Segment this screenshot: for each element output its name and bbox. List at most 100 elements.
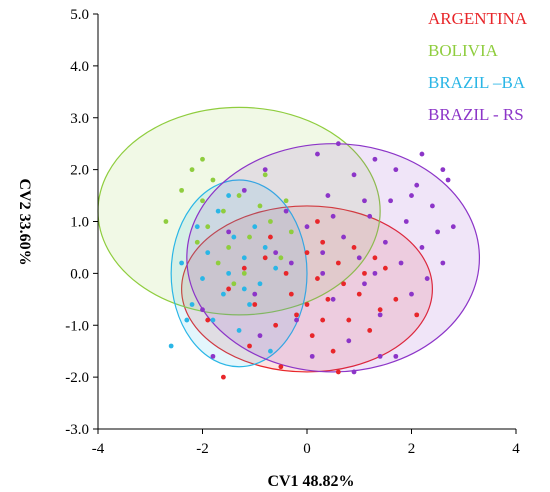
data-point xyxy=(210,177,216,183)
data-point xyxy=(200,156,205,162)
data-point xyxy=(215,260,221,266)
x-tick-label: -4 xyxy=(92,441,105,457)
confidence-ellipse xyxy=(170,179,308,368)
data-point xyxy=(231,234,237,240)
data-point xyxy=(351,172,357,178)
data-point xyxy=(252,224,258,230)
y-tick-label: -2.0 xyxy=(65,370,89,386)
data-point xyxy=(205,317,211,323)
data-point xyxy=(241,255,247,261)
data-point xyxy=(241,265,247,271)
y-tick-label: -1.0 xyxy=(65,318,89,334)
data-point xyxy=(268,234,273,240)
data-point xyxy=(335,141,341,147)
x-tick-label: 4 xyxy=(512,441,520,457)
data-point xyxy=(179,187,185,193)
data-point xyxy=(309,353,315,359)
data-point xyxy=(414,182,420,188)
data-point xyxy=(294,312,299,318)
data-point xyxy=(309,333,315,339)
data-point xyxy=(215,208,221,214)
data-point xyxy=(288,229,294,235)
data-point xyxy=(241,286,247,292)
data-point xyxy=(268,348,273,354)
legend-entry: BRAZIL - RS xyxy=(428,105,524,124)
data-point xyxy=(419,151,425,157)
data-point xyxy=(351,369,357,375)
data-point xyxy=(163,219,169,224)
data-point xyxy=(189,167,195,173)
x-axis: -4 -2 0 2 4 xyxy=(92,428,520,457)
data-point xyxy=(247,302,252,307)
y-tick-label: 0.0 xyxy=(70,266,89,282)
data-point xyxy=(200,276,205,281)
data-point xyxy=(236,328,242,333)
data-point xyxy=(351,245,357,250)
y-tick-label: 5.0 xyxy=(70,7,89,23)
data-point xyxy=(382,239,388,245)
data-point xyxy=(325,296,331,302)
data-point xyxy=(283,270,289,276)
data-point xyxy=(273,322,279,328)
data-point xyxy=(283,198,289,204)
data-point xyxy=(320,317,326,323)
data-point xyxy=(341,281,346,287)
data-point xyxy=(419,245,425,250)
data-point xyxy=(241,187,247,193)
data-point xyxy=(273,265,279,271)
data-point xyxy=(335,260,341,266)
y-tick-label: 3.0 xyxy=(70,111,89,127)
data-point xyxy=(430,203,435,209)
data-point xyxy=(262,172,268,178)
data-point xyxy=(241,270,247,276)
data-point xyxy=(189,302,195,307)
data-point xyxy=(247,343,252,349)
data-point xyxy=(377,307,383,313)
data-point xyxy=(403,219,409,224)
data-point xyxy=(320,250,326,256)
data-point xyxy=(252,291,258,297)
data-point xyxy=(262,245,268,250)
y-axis: 5.0 4.0 3.0 2.0 1.0 0.0 -1.0 -2.0 -3.0 xyxy=(65,7,99,438)
data-point xyxy=(320,239,326,245)
data-point xyxy=(283,208,289,214)
data-point xyxy=(450,224,456,230)
x-tick-label: -2 xyxy=(196,441,209,457)
data-point xyxy=(262,167,268,173)
data-point xyxy=(356,291,362,297)
data-point xyxy=(424,276,430,281)
data-point xyxy=(257,203,263,209)
x-axis-title: CV1 48.82% xyxy=(267,473,354,490)
data-point xyxy=(330,296,336,302)
data-point xyxy=(393,167,399,173)
data-point xyxy=(200,307,205,313)
data-point xyxy=(414,312,420,318)
data-point xyxy=(382,265,388,271)
data-point xyxy=(362,198,367,204)
data-point xyxy=(346,338,352,344)
data-point xyxy=(273,250,279,256)
data-point xyxy=(226,229,232,235)
data-point xyxy=(231,281,237,287)
data-point xyxy=(341,234,346,240)
data-point xyxy=(330,213,336,219)
data-point xyxy=(294,317,299,323)
legend-entry: BOLIVIA xyxy=(428,41,499,60)
data-point xyxy=(205,250,211,256)
data-point xyxy=(325,193,331,198)
data-point xyxy=(278,255,284,261)
data-point xyxy=(304,250,310,256)
data-point xyxy=(388,198,393,204)
data-point xyxy=(367,213,373,219)
x-tick-label: 2 xyxy=(408,441,416,457)
data-point xyxy=(278,364,284,370)
data-point xyxy=(221,291,226,297)
data-point xyxy=(210,353,216,359)
data-point xyxy=(205,224,211,230)
data-point xyxy=(221,374,226,380)
data-point xyxy=(194,224,200,230)
data-point xyxy=(304,302,310,307)
data-point xyxy=(168,343,174,349)
data-point xyxy=(226,193,232,198)
confidence-ellipse xyxy=(186,143,481,373)
